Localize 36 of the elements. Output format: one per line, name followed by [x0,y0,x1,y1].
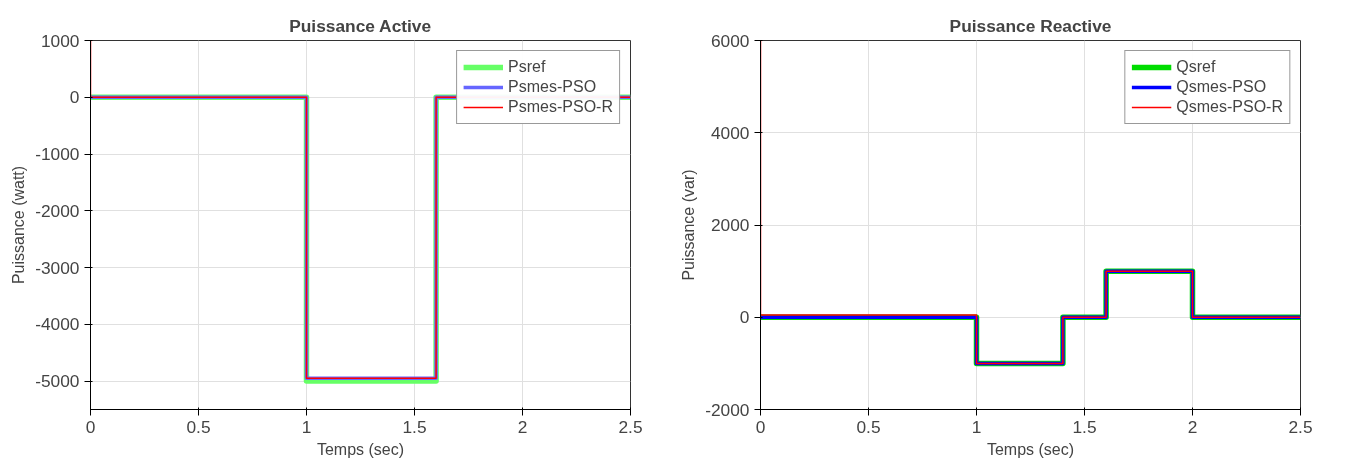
y-tick-label: -1000 [35,144,80,165]
chart-title: Puissance Active [289,15,432,36]
x-tick-label: 1.5 [402,416,427,437]
y-tick-label: -2000 [705,399,750,420]
y-tick-label: -3000 [35,257,80,278]
x-tick-label: 2 [517,416,528,437]
legend-label: Qsmes-PSO-R [1176,98,1283,116]
x-tick-label: 2.5 [618,416,643,437]
x-tick-label: 1.5 [1072,416,1097,437]
y-tick-label: 6000 [710,30,750,51]
y-tick-label: 2000 [710,215,750,235]
x-tick-label: 1 [301,416,312,437]
x-tick-label: 0 [755,416,766,437]
x-axis-title: Temps (sec) [316,440,405,458]
legend-label: Qsmes-PSO [1176,78,1267,96]
y-tick-label: -4000 [35,314,80,335]
x-tick-label: 0.5 [856,416,881,437]
x-tick-label: 2 [1187,416,1198,437]
x-axis-title: Temps (sec) [986,440,1075,458]
legend-label: Psmes-PSO-R [508,98,613,116]
y-tick-label: 0 [739,307,750,328]
x-tick-label: 0.5 [186,416,211,437]
x-tick-label: 0 [85,416,96,437]
x-tick-label: 2.5 [1288,416,1313,437]
y-tick-label: 4000 [710,122,750,143]
y-tick-label: -2000 [35,200,80,221]
y-tick-label: -5000 [35,371,80,392]
y-tick-label: 0 [69,87,80,108]
legend-label: Psmes-PSO [508,78,597,96]
y-axis-title: Puissance (var) [680,169,698,281]
legend-label: Qsref [1176,58,1216,76]
x-tick-label: 1 [971,416,982,437]
y-axis-title: Puissance (watt) [10,165,28,285]
y-tick-label: 1000 [40,30,80,51]
legend-label: Psref [508,58,546,76]
chart-title: Puissance Reactive [949,15,1112,36]
